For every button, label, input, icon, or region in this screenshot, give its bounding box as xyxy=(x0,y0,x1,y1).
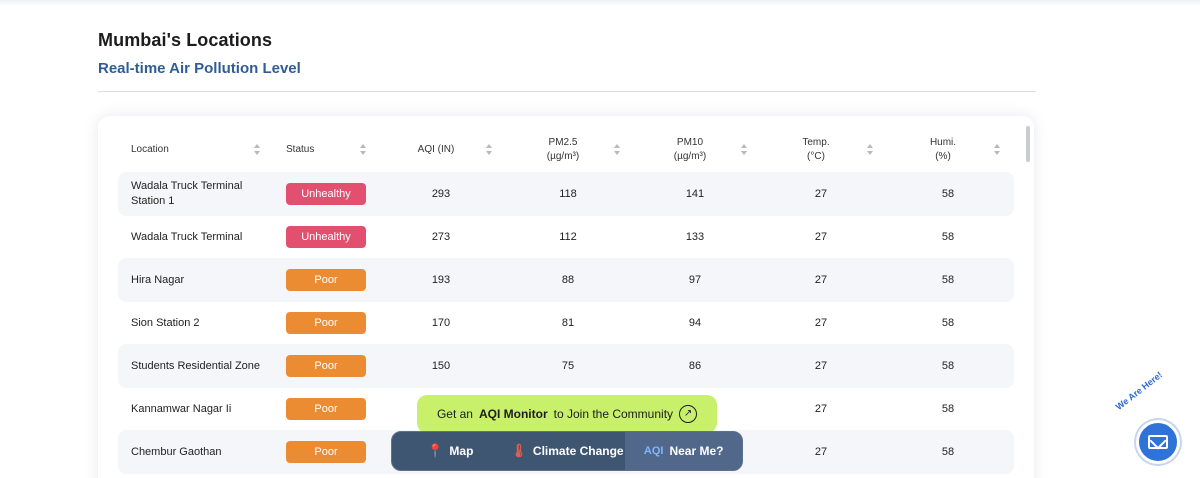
cell-pm25: 112 xyxy=(559,231,577,243)
table-row[interactable]: Wadala Truck Terminal Station 1 Unhealthy… xyxy=(118,172,1014,216)
cell-aqi: 293 xyxy=(431,188,451,200)
header-aqi[interactable]: AQI (IN) xyxy=(417,144,455,155)
nav-label: Near Me? xyxy=(669,444,724,458)
sort-icon[interactable] xyxy=(613,143,621,157)
cell-pm25: 81 xyxy=(561,317,575,329)
cell-humidity: 58 xyxy=(941,231,955,243)
cell-temp: 27 xyxy=(814,188,828,200)
cell-aqi: 273 xyxy=(431,231,451,243)
header-pm25[interactable]: PM2.5 (µg/m³) xyxy=(546,137,580,162)
cell-humidity: 58 xyxy=(941,274,955,286)
contact-label: We Are Here! xyxy=(1113,369,1165,412)
sort-icon[interactable] xyxy=(866,143,874,157)
cell-aqi: 193 xyxy=(431,274,451,286)
status-badge: Unhealthy xyxy=(286,183,366,205)
cell-temp: 27 xyxy=(814,360,828,372)
cell-pm25: 88 xyxy=(561,274,575,286)
status-badge: Unhealthy xyxy=(286,226,366,248)
cell-location: Chembur Gaothan xyxy=(131,445,222,458)
cell-aqi: 170 xyxy=(431,317,451,329)
header-humidity[interactable]: Humi. (%) xyxy=(929,137,957,162)
cell-pm10: 86 xyxy=(688,360,702,372)
page-heading: Mumbai's Locations Real-time Air Polluti… xyxy=(98,30,301,77)
page-subtitle: Real-time Air Pollution Level xyxy=(98,60,301,77)
cell-humidity: 58 xyxy=(941,446,955,458)
bottom-nav: 📍 Map 🌡 Climate Change AQI Near Me? xyxy=(391,431,743,471)
table-scrollbar[interactable] xyxy=(1026,126,1030,162)
cell-location: Wadala Truck Terminal Station 1 xyxy=(131,180,243,207)
nav-label: Climate Change xyxy=(532,444,624,458)
promo-highlight: AQI Monitor xyxy=(478,407,548,421)
cell-location: Hira Nagar xyxy=(131,273,185,286)
cell-pm25: 75 xyxy=(561,360,575,372)
cell-pm10: 141 xyxy=(685,188,705,200)
top-shadow-bar xyxy=(0,0,1200,6)
cell-temp: 27 xyxy=(814,403,828,415)
nav-climate-change-button[interactable]: 🌡 Climate Change xyxy=(509,432,626,470)
nav-map-button[interactable]: 📍 Map xyxy=(392,432,509,470)
cell-temp: 27 xyxy=(814,274,828,286)
table-row[interactable]: Wadala Truck Terminal Unhealthy 273 112 133 2… xyxy=(118,215,1014,259)
cell-aqi: 150 xyxy=(431,360,451,372)
cell-humidity: 58 xyxy=(941,403,955,415)
aqi-icon: AQI xyxy=(643,445,664,457)
mail-button[interactable] xyxy=(1136,420,1180,464)
status-badge: Poor xyxy=(286,398,366,420)
arrow-up-right-icon: ↗ xyxy=(679,405,698,423)
cell-location: Kannamwar Nagar Ii xyxy=(131,402,232,415)
status-badge: Poor xyxy=(286,269,366,291)
table-row[interactable]: Students Residential Zone Poor 150 75 86 27 58 xyxy=(118,344,1014,388)
status-badge: Poor xyxy=(286,312,366,334)
mail-icon xyxy=(1148,435,1168,449)
nav-near-me-button[interactable]: AQI Near Me? xyxy=(625,432,742,470)
cell-temp: 27 xyxy=(814,231,828,243)
sort-icon[interactable] xyxy=(253,143,261,157)
cell-pm10: 97 xyxy=(688,274,702,286)
table-row[interactable]: Kannamwar Nagar Ii Poor 27 58 xyxy=(118,387,1014,431)
map-pin-icon: 📍 xyxy=(427,443,444,458)
cell-humidity: 58 xyxy=(941,360,955,372)
cell-location: Students Residential Zone xyxy=(131,359,261,372)
cell-humidity: 58 xyxy=(941,188,955,200)
promo-suffix: to Join the Community xyxy=(553,407,674,421)
sort-icon[interactable] xyxy=(740,143,748,157)
contact-widget[interactable]: We Are Here! xyxy=(1114,370,1186,466)
cell-pm25: 118 xyxy=(559,188,577,200)
status-badge: Poor xyxy=(286,441,366,463)
cell-temp: 27 xyxy=(814,317,828,329)
cell-temp: 27 xyxy=(814,446,828,458)
header-pm10[interactable]: PM10 (µg/m³) xyxy=(673,137,707,162)
promo-prefix: Get an xyxy=(436,407,473,421)
nav-label: Map xyxy=(449,444,474,458)
table-row[interactable]: Hira Nagar Poor 193 88 97 27 58 xyxy=(118,258,1014,302)
cell-location: Sion Station 2 xyxy=(131,316,200,329)
sort-icon[interactable] xyxy=(993,143,1001,157)
cell-pm10: 94 xyxy=(688,317,702,329)
heading-divider xyxy=(98,91,1036,92)
cell-humidity: 58 xyxy=(941,317,955,329)
table-row[interactable]: Sion Station 2 Poor 170 81 94 27 58 xyxy=(118,301,1014,345)
header-location[interactable]: Location xyxy=(131,144,169,155)
thermometer-icon: 🌡 xyxy=(510,443,527,458)
table-header: Location Status AQI (IN) PM2.5 (µg/m³) P… xyxy=(118,130,1014,170)
status-badge: Poor xyxy=(286,355,366,377)
header-temp[interactable]: Temp. (°C) xyxy=(802,137,830,162)
aqi-monitor-promo[interactable]: Get an AQI Monitor to Join the Community… xyxy=(417,395,717,433)
page-title: Mumbai's Locations xyxy=(98,30,273,50)
sort-icon[interactable] xyxy=(359,143,367,157)
header-status[interactable]: Status xyxy=(286,144,315,155)
locations-table: Location Status AQI (IN) PM2.5 (µg/m³) P… xyxy=(98,116,1034,478)
cell-pm10: 133 xyxy=(685,231,705,243)
cell-location: Wadala Truck Terminal xyxy=(131,230,243,243)
sort-icon[interactable] xyxy=(485,143,493,157)
